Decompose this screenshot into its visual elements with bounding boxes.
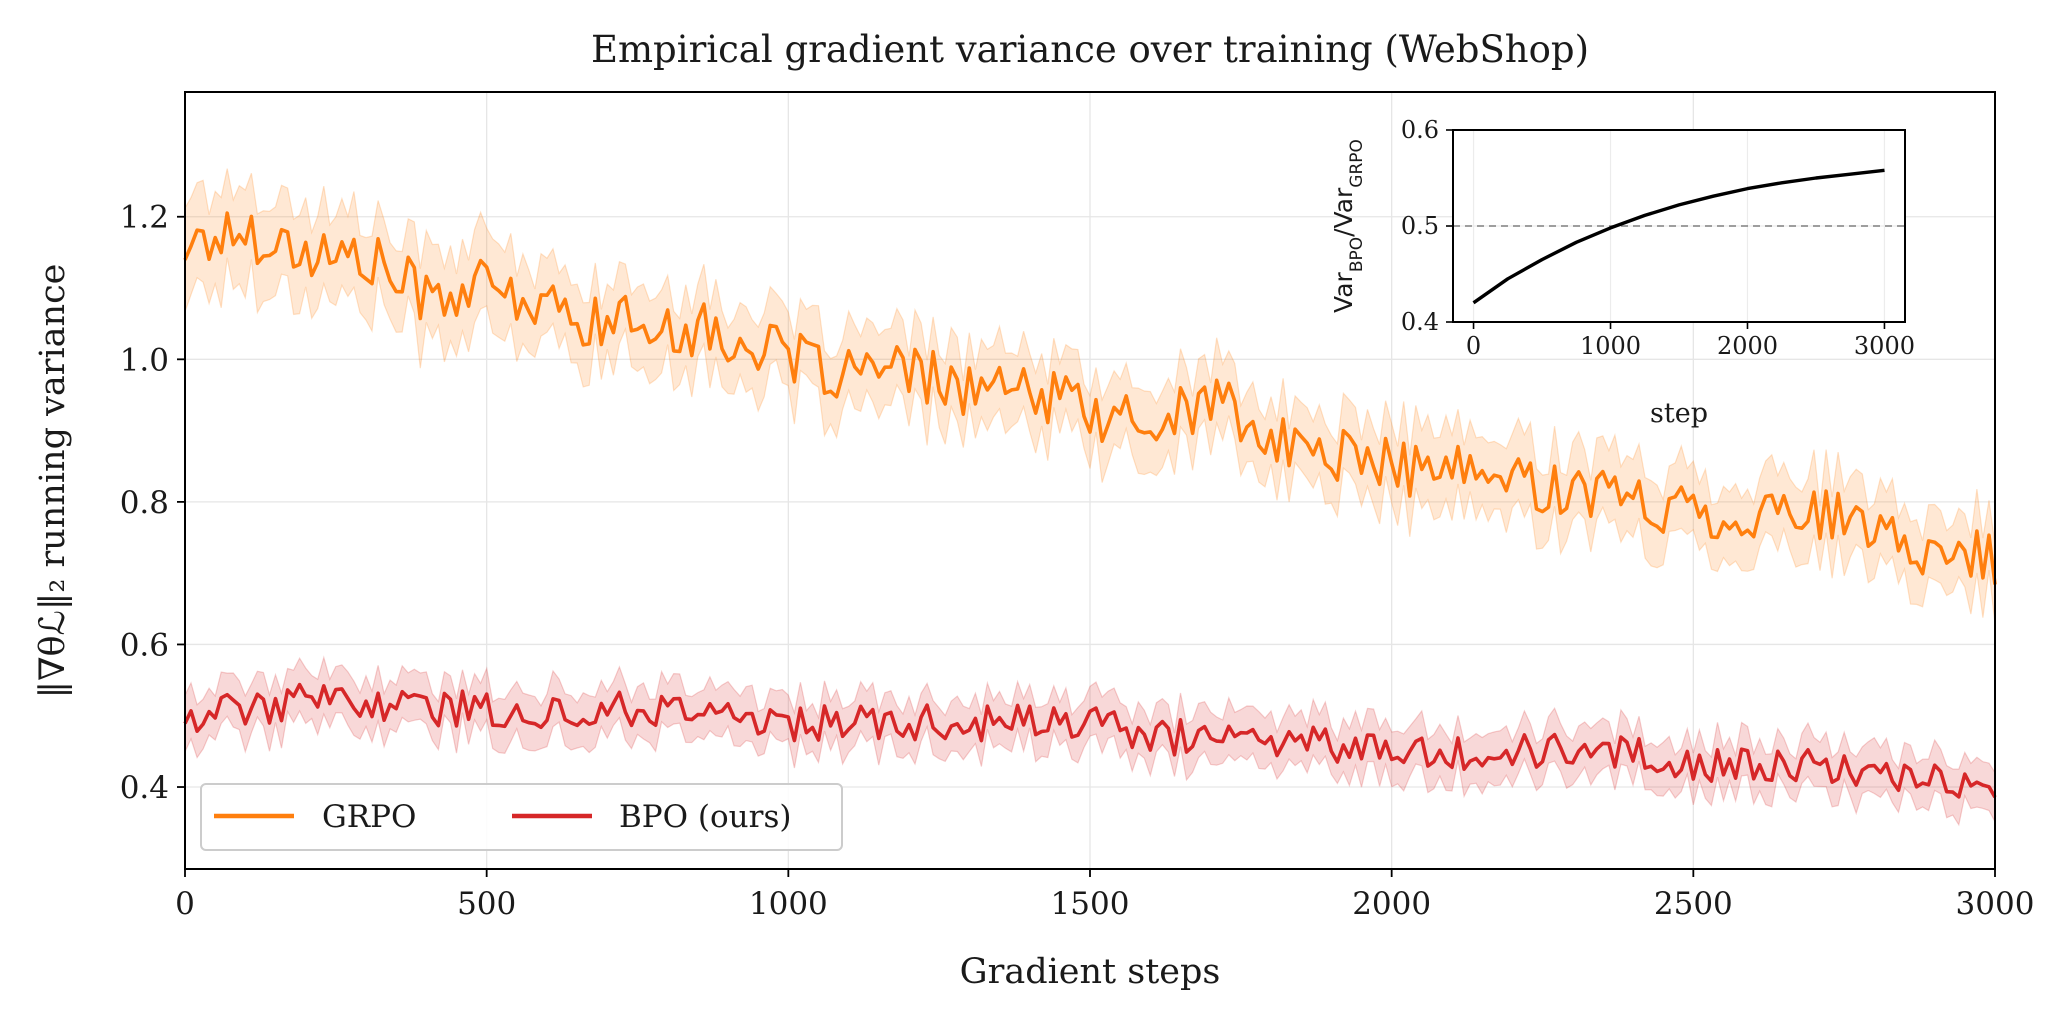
main-series-lines bbox=[183, 211, 1997, 799]
y-axis-label: ‖∇θℒ‖₂ running variance bbox=[33, 264, 73, 699]
inset-line-ratio bbox=[1472, 168, 1885, 305]
inset-y-tick-label: 0.4 bbox=[1401, 308, 1439, 336]
main-x-tick-label: 500 bbox=[457, 886, 516, 922]
main-y-ticks: 0.4 0.6 0.8 1.0 1.2 bbox=[120, 200, 185, 806]
inset-x-tick-label: 0 bbox=[1466, 332, 1481, 360]
inset-x-tick-label: 2000 bbox=[1717, 332, 1778, 360]
main-y-tick-label: 0.4 bbox=[120, 770, 169, 806]
inset-series-lines bbox=[1472, 168, 1885, 305]
legend-label-grpo: GRPO bbox=[322, 799, 416, 835]
inset-x-axis-label: step bbox=[1650, 398, 1708, 429]
main-x-tick-label: 3000 bbox=[1956, 886, 2035, 922]
inset-x-ticks: 0 1000 2000 3000 bbox=[1466, 322, 1915, 360]
main-x-tick-label: 1500 bbox=[1051, 886, 1130, 922]
inset-y-ticks: 0.4 0.5 0.6 bbox=[1401, 116, 1453, 336]
main-y-tick-label: 0.8 bbox=[120, 485, 169, 521]
legend-label-bpo: BPO (ours) bbox=[619, 799, 791, 835]
main-x-tick-label: 0 bbox=[175, 886, 195, 922]
main-x-tick-label: 2000 bbox=[1352, 886, 1431, 922]
inset-y-tick-label: 0.5 bbox=[1401, 212, 1439, 240]
legend: GRPO BPO (ours) bbox=[200, 783, 843, 851]
main-x-ticks: 0 500 1000 1500 2000 2500 3000 bbox=[175, 869, 2034, 922]
chart-title: Empirical gradient variance over trainin… bbox=[591, 28, 1589, 71]
line-grpo bbox=[183, 211, 1997, 585]
main-y-tick-label: 1.0 bbox=[120, 342, 169, 378]
inset-x-tick-label: 3000 bbox=[1854, 332, 1915, 360]
inset-x-tick-label: 1000 bbox=[1580, 332, 1641, 360]
main-x-tick-label: 1000 bbox=[749, 886, 828, 922]
main-y-tick-label: 1.2 bbox=[120, 200, 169, 236]
main-x-tick-label: 2500 bbox=[1654, 886, 1733, 922]
x-axis-label: Gradient steps bbox=[960, 952, 1221, 992]
line-bpo bbox=[183, 682, 1997, 799]
inset-y-tick-label: 0.6 bbox=[1401, 116, 1439, 144]
inset-chart: 0 1000 2000 3000 0.4 0.5 0.6 step VarBPO/VarG… bbox=[1329, 116, 1915, 429]
inset-y-axis-label: VarBPO/VarGRPO bbox=[1329, 139, 1367, 313]
main-y-tick-label: 0.6 bbox=[120, 627, 169, 663]
